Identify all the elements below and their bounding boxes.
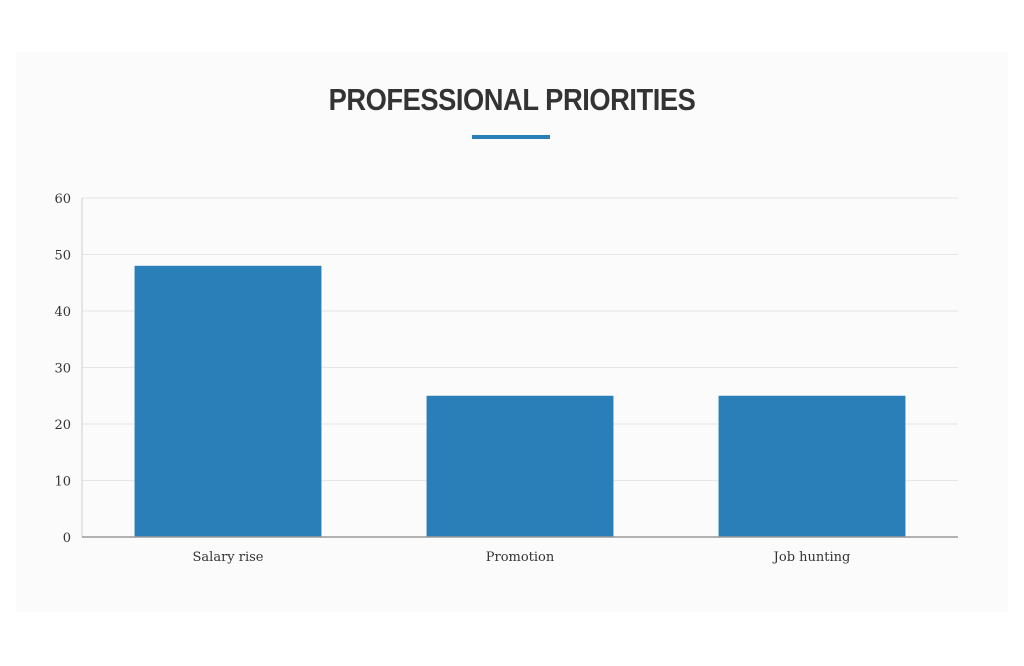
x-category-label: Job hunting [772, 550, 851, 565]
title-accent-bar [472, 135, 550, 139]
bar [134, 265, 322, 537]
y-tick-label: 50 [54, 249, 71, 264]
y-tick-label: 40 [54, 305, 71, 320]
x-category-label: Salary rise [193, 550, 264, 565]
bar [718, 395, 906, 537]
y-tick-label: 0 [63, 531, 71, 546]
bar [426, 395, 614, 537]
chart-title: PROFESSIONAL PRIORITIES [328, 82, 696, 117]
x-category-label: Promotion [486, 550, 555, 565]
x-axis-labels: Salary rise Promotion Job hunting [193, 550, 851, 565]
y-tick-label: 20 [54, 418, 71, 433]
y-axis-ticks: 0 10 20 30 40 50 60 [54, 192, 71, 546]
y-tick-label: 30 [54, 362, 71, 377]
bars [134, 265, 906, 537]
y-tick-label: 60 [54, 192, 71, 207]
y-tick-label: 10 [54, 475, 71, 490]
